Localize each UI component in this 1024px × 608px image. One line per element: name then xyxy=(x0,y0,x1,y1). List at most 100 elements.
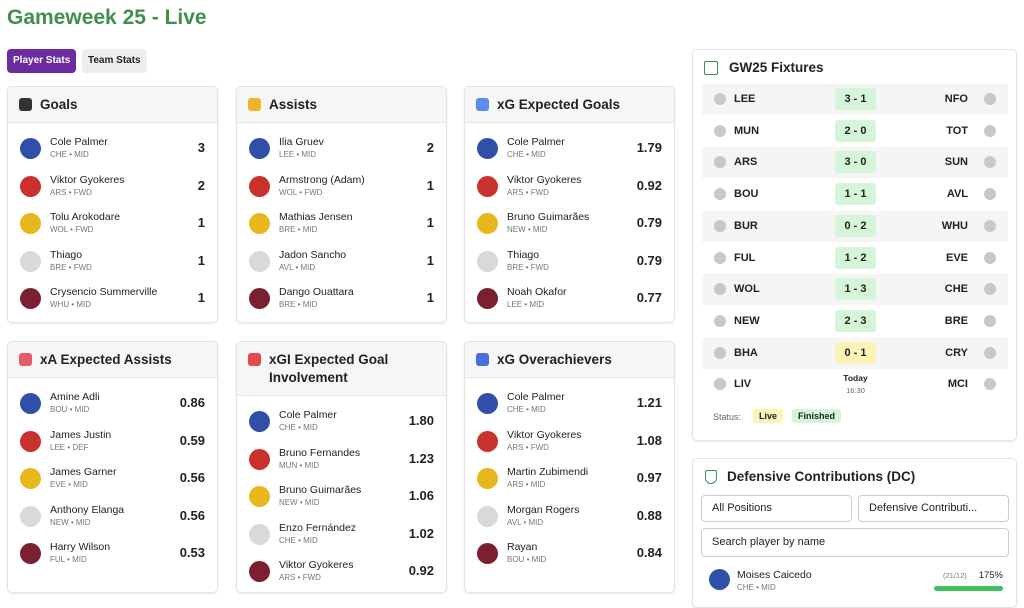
player-meta: WHUMID xyxy=(50,300,91,309)
stat-value: 3 xyxy=(197,140,205,155)
team: ARS xyxy=(50,187,67,197)
player-row: Cole Palmer CHEMID 1.80 xyxy=(237,402,446,440)
player-row: Noah Okafor LEEMID 0.77 xyxy=(465,279,674,317)
stat-value: 1.06 xyxy=(408,488,434,503)
score: 1 - 2 xyxy=(835,246,876,269)
position: MID xyxy=(67,405,89,414)
position-filter[interactable]: All Positions xyxy=(701,495,852,522)
player-avatar xyxy=(249,411,270,432)
team: WOL xyxy=(279,187,297,197)
stat-value: 1.08 xyxy=(636,432,662,448)
away-team: EVE xyxy=(945,251,968,264)
player-name: Cole Palmer xyxy=(507,391,565,403)
match-day: Today xyxy=(843,373,868,384)
player-meta: LEEMID xyxy=(507,300,544,309)
score: 2 - 3 xyxy=(835,309,876,332)
progress-bar xyxy=(934,586,1003,591)
card-title: Assists xyxy=(269,97,318,112)
away-team: TOT xyxy=(946,124,968,137)
score: 3 - 0 xyxy=(835,151,876,174)
team-crest xyxy=(714,283,726,296)
stat-value: 0.86 xyxy=(179,395,205,410)
position: MID xyxy=(298,498,320,507)
page-title: Gameweek 25 - Live xyxy=(7,6,207,29)
player-avatar xyxy=(20,175,41,197)
team-crest xyxy=(984,188,996,201)
shield-icon xyxy=(705,470,717,484)
tab[interactable]: Player Stats xyxy=(7,49,77,73)
fixture-row: LEE 3 - 1 NFO xyxy=(702,84,1008,115)
player-row: Viktor GyokeresARSFWD2 xyxy=(8,167,217,205)
team-crest xyxy=(714,124,726,137)
team: NEW xyxy=(50,517,69,527)
away-team: CHE xyxy=(944,283,968,296)
player-row: Harry Wilson FULMID 0.53 xyxy=(8,534,217,572)
position: MID xyxy=(295,300,317,309)
team-crest xyxy=(714,346,726,359)
player-row: Viktor GyokeresARSFWD1.08 xyxy=(465,422,674,460)
team-crest xyxy=(984,251,996,264)
player-meta: AVLMID xyxy=(507,518,543,527)
player-avatar xyxy=(249,486,270,507)
position: MID xyxy=(521,518,543,527)
team: ARS xyxy=(507,480,524,489)
card-title: Goals xyxy=(40,97,78,112)
score: 2 - 0 xyxy=(835,119,876,142)
player-name: Thiago xyxy=(50,248,83,261)
player-meta: BOUMID xyxy=(50,405,89,414)
team: CHE xyxy=(279,423,296,432)
fixture-row: WOL 1 - 3 CHE xyxy=(702,274,1008,306)
team: NEW xyxy=(507,225,526,234)
position: MID xyxy=(524,555,546,564)
player-row: Enzo FernándezCHEMID1.02 xyxy=(237,515,446,553)
player-avatar xyxy=(477,468,498,489)
stat-filter[interactable]: Defensive Contributi... xyxy=(858,495,1009,522)
score: 1 - 1 xyxy=(835,183,876,206)
team: ARS xyxy=(507,442,524,452)
team: WHU xyxy=(50,300,70,309)
team-crest xyxy=(714,156,726,169)
player-meta: CHEMID xyxy=(50,150,89,159)
stat-value: 1.79 xyxy=(636,140,662,155)
card-header: xG Overachievers xyxy=(465,342,674,378)
player-meta: CHEMID xyxy=(507,405,546,414)
stat-value: 1 xyxy=(426,252,434,268)
player-name: Ilia Gruev xyxy=(279,136,324,148)
team: BRE xyxy=(50,262,67,272)
position: FWD xyxy=(66,263,91,272)
dc-player-row: Moises Caicedo CHEMID (21/12) 175% xyxy=(701,565,1009,601)
position: MID xyxy=(67,150,89,159)
team: LEE xyxy=(507,300,523,309)
position: MID xyxy=(293,263,315,272)
fixtures-title: GW25 Fixtures xyxy=(729,60,824,75)
stat-value: 1.02 xyxy=(408,525,434,541)
player-row: Bruno Guimarães NEWMID 1.06 xyxy=(237,477,446,515)
team-crest xyxy=(714,219,726,232)
player-name: Thiago xyxy=(507,248,540,261)
fixture-row: BUR 0 - 2 WHU xyxy=(702,210,1008,242)
player-meta: NEWMID xyxy=(507,225,548,234)
player-name: James Garner xyxy=(50,466,117,478)
card-header: Goals xyxy=(8,87,217,123)
team-crest xyxy=(984,124,996,137)
player-meta: ARSFWD xyxy=(50,188,92,197)
away-team: NFO xyxy=(944,93,968,105)
player-meta: ARSFWD xyxy=(507,188,549,197)
search-input[interactable]: Search player by name xyxy=(701,528,1009,557)
tab[interactable]: Team Stats xyxy=(82,49,147,73)
fixture-row: NEW 2 - 3 BRE xyxy=(702,305,1008,337)
player-row: Rayan BOUMID 0.84 xyxy=(465,534,674,572)
team-crest xyxy=(984,378,996,391)
player-avatar xyxy=(477,138,498,159)
team: WOL xyxy=(50,225,68,234)
team: BRE xyxy=(507,262,524,272)
player-name: Bruno Guimarães xyxy=(279,484,362,496)
stat-value: 1.23 xyxy=(408,450,434,466)
player-avatar xyxy=(249,175,270,197)
team: CHE xyxy=(507,150,524,159)
